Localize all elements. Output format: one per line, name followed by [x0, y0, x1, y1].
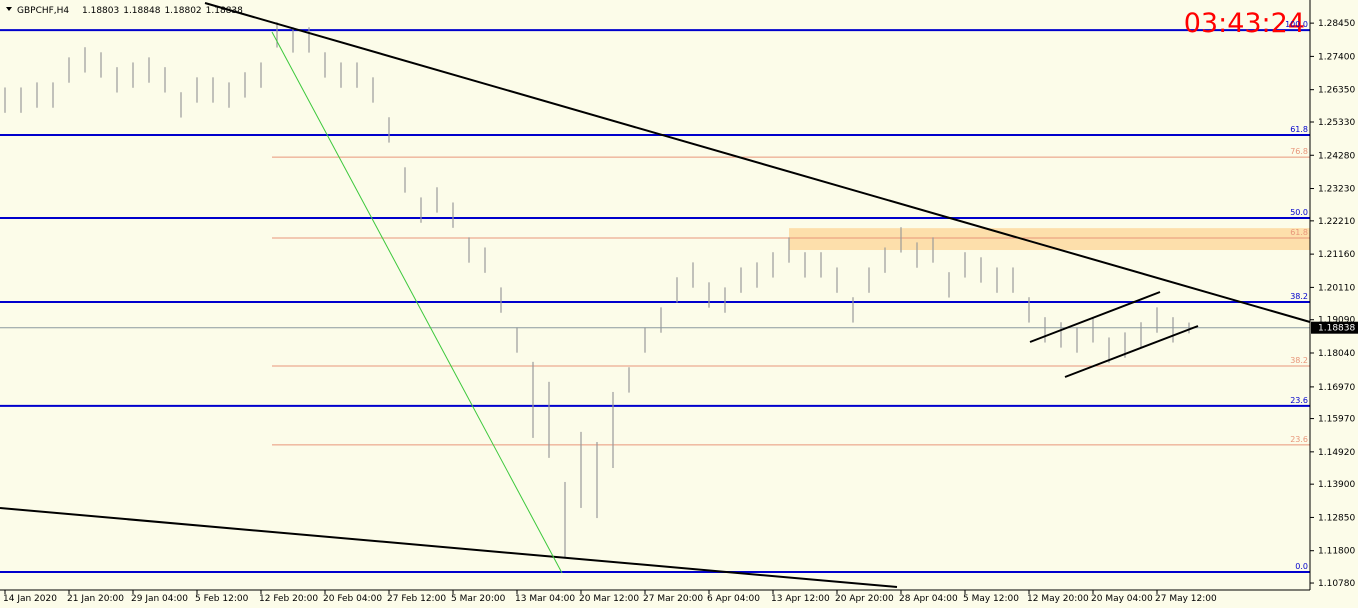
fib-label: 38.2	[1290, 356, 1308, 365]
channel-line	[1029, 291, 1161, 343]
fib-line	[271, 31, 563, 574]
x-tick-label: 12 Feb 20:00	[259, 594, 318, 604]
y-tick-label: 1.20110	[1318, 283, 1355, 293]
y-tick-label: 1.14920	[1318, 448, 1355, 458]
y-tick-label: 1.22210	[1318, 217, 1355, 227]
x-tick-label: 21 Jan 20:00	[67, 594, 124, 604]
fib-label: 100.0	[1285, 20, 1308, 29]
last-price-box	[1311, 321, 1358, 334]
fib-label: 76.8	[1290, 147, 1308, 156]
x-tick-label: 20 Feb 04:00	[323, 594, 382, 604]
y-tick-label: 1.19090	[1318, 316, 1355, 326]
y-tick-label: 1.16970	[1318, 383, 1355, 393]
resistance-zone	[789, 228, 1310, 251]
y-tick-label: 1.13900	[1318, 480, 1355, 490]
x-tick-label: 13 Apr 12:00	[771, 594, 830, 604]
timer: 03:43:24	[1184, 8, 1305, 39]
x-tick-label: 13 Mar 04:00	[515, 594, 575, 604]
y-tick-label: 1.28450	[1318, 19, 1355, 29]
x-tick-label: 20 May 04:00	[1091, 594, 1153, 604]
x-tick-label: 27 Feb 12:00	[387, 594, 446, 604]
menu-arrow[interactable]	[6, 7, 12, 11]
x-tick-label: 28 Apr 04:00	[899, 594, 958, 604]
y-tick-label: 1.27400	[1318, 52, 1355, 62]
y-tick-label: 1.15970	[1318, 415, 1355, 425]
x-tick-label: 14 Jan 2020	[3, 594, 57, 604]
quote-value: 1.18802	[164, 6, 201, 16]
x-tick-label: 5 Feb 12:00	[195, 594, 249, 604]
x-tick-label: 5 May 12:00	[963, 594, 1019, 604]
y-tick-label: 1.21160	[1318, 250, 1355, 260]
x-tick-label: 20 Mar 12:00	[579, 594, 639, 604]
plot-area	[0, 22, 1310, 573]
y-tick-label: 1.24280	[1318, 151, 1355, 161]
x-tick-label: 5 Mar 20:00	[451, 594, 506, 604]
y-tick-label: 1.12850	[1318, 513, 1355, 523]
y-tick-label: 1.23230	[1318, 185, 1355, 195]
fib-label: 23.6	[1290, 396, 1308, 405]
y-tick-label: 1.25330	[1318, 118, 1355, 128]
x-tick-label: 29 Jan 04:00	[131, 594, 188, 604]
y-tick-label: 1.11800	[1318, 547, 1355, 557]
y-tick-label: 1.10780	[1318, 579, 1355, 589]
symbol-title: GBPCHF,H4	[17, 6, 69, 16]
y-tick-label: 1.26350	[1318, 86, 1355, 96]
x-tick-label: 6 Apr 04:00	[707, 594, 760, 604]
fib-label: 61.8	[1290, 125, 1308, 134]
quote-value: 1.18838	[206, 6, 243, 16]
quote-value: 1.18848	[123, 6, 160, 16]
x-tick-label: 27 May 12:00	[1155, 594, 1217, 604]
quote-value: 1.18803	[82, 6, 119, 16]
fib-label: 38.2	[1290, 292, 1308, 301]
fib-label: 0.0	[1295, 562, 1308, 571]
channel-line	[1064, 325, 1199, 378]
x-tick-label: 12 May 20:00	[1027, 594, 1089, 604]
trend-line	[204, 2, 1311, 323]
last-price-label: 1.18838	[1318, 324, 1355, 334]
fib-label: 23.6	[1290, 435, 1308, 444]
y-tick-label: 1.18040	[1318, 349, 1355, 359]
trend-line	[0, 507, 898, 588]
x-tick-label: 20 Apr 20:00	[835, 594, 894, 604]
x-tick-label: 27 Mar 20:00	[643, 594, 703, 604]
fib-label: 50.0	[1290, 208, 1308, 217]
fib-label: 61.8	[1290, 228, 1308, 237]
